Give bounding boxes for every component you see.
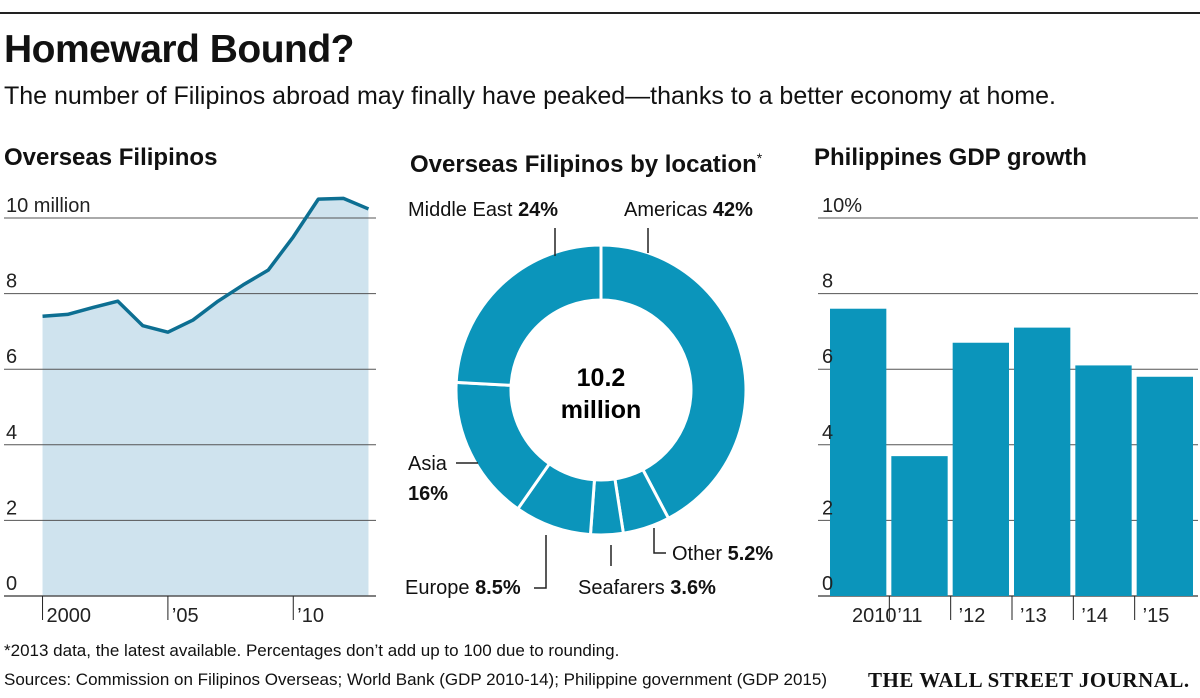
label-americas: Americas 42% bbox=[624, 199, 753, 221]
label-seafarers: Seafarers 3.6% bbox=[578, 577, 716, 599]
brand-logo: THE WALL STREET JOURNAL. bbox=[868, 668, 1190, 692]
area-y-tick-label: 6 bbox=[6, 346, 17, 368]
overseas-filipinos-area-chart: 0 2 4 6 8 10 million 2000 ’05 ’10 bbox=[4, 195, 376, 627]
page-subtitle: The number of Filipinos abroad may final… bbox=[4, 82, 1056, 110]
bar-x-tick-label: ’13 bbox=[1020, 605, 1047, 627]
gdp-growth-title: Philippines GDP growth bbox=[814, 144, 1087, 171]
leader-europe bbox=[534, 535, 547, 589]
donut-center-unit: million bbox=[561, 396, 642, 424]
page-title: Homeward Bound? bbox=[4, 28, 355, 71]
location-title: Overseas Filipinos by location* bbox=[410, 142, 762, 181]
location-title-text: Overseas Filipinos by location bbox=[410, 151, 757, 178]
sources: Sources: Commission on Filipinos Oversea… bbox=[4, 670, 827, 689]
overseas-filipinos-title: Overseas Filipinos bbox=[4, 144, 218, 171]
footnote: *2013 data, the latest available. Percen… bbox=[4, 641, 620, 660]
bar-x-tick-label: ’11 bbox=[897, 605, 922, 627]
label-middle-east: Middle East 24% bbox=[408, 199, 558, 221]
area-y-tick-label: 4 bbox=[6, 422, 17, 444]
gdp-bar bbox=[1075, 365, 1132, 596]
label-europe: Europe 8.5% bbox=[405, 577, 521, 599]
area-y-tick-label: 8 bbox=[6, 271, 17, 293]
bar-y-tick-label: 10% bbox=[822, 195, 862, 217]
bar-x-tick-label: 2010 bbox=[852, 605, 897, 627]
top-rule bbox=[0, 12, 1200, 14]
area-y-tick-label: 0 bbox=[6, 573, 17, 595]
area-y-tick-label: 10 million bbox=[6, 195, 90, 217]
bar-x-tick-label: ’15 bbox=[1143, 605, 1170, 627]
label-other: Other 5.2% bbox=[672, 543, 773, 565]
donut-slice-americas bbox=[599, 243, 748, 521]
bar-y-tick-label: 8 bbox=[822, 271, 833, 293]
bar-y-tick-label: 4 bbox=[822, 422, 833, 444]
bar-y-tick-label: 6 bbox=[822, 346, 833, 368]
bar-y-tick-label: 0 bbox=[822, 573, 833, 595]
area-x-tick-label: ’05 bbox=[172, 605, 199, 627]
gdp-bar bbox=[891, 456, 948, 596]
area-x-tick-label: ’10 bbox=[297, 605, 324, 627]
donut-slice-middle-east bbox=[454, 243, 603, 387]
label-asia-name: Asia bbox=[408, 453, 448, 475]
area-x-tick-label: 2000 bbox=[47, 605, 92, 627]
gdp-bar bbox=[952, 342, 1009, 596]
label-asia-pct: 16% bbox=[408, 483, 448, 505]
area-fill bbox=[42, 198, 369, 596]
leader-other bbox=[653, 528, 666, 554]
location-title-mark: * bbox=[756, 150, 763, 166]
area-y-tick-label: 2 bbox=[6, 497, 17, 519]
gdp-bar bbox=[830, 308, 887, 596]
gdp-growth-bar-chart: 0 2 4 6 8 10% 2010’11 ’12 ’13 ’14 ’15 bbox=[818, 195, 1198, 627]
location-donut-chart: 10.2 million Middle East 24% Americas 42% As… bbox=[405, 199, 773, 599]
bar-x-tick-label: ’12 bbox=[959, 605, 986, 627]
gdp-bar bbox=[1136, 376, 1193, 596]
area-series-line bbox=[42, 196, 370, 334]
bar-x-tick-label: ’14 bbox=[1081, 605, 1108, 627]
bar-y-tick-label: 2 bbox=[822, 497, 833, 519]
donut-center-value: 10.2 bbox=[577, 364, 626, 392]
gdp-bar bbox=[1014, 327, 1071, 596]
